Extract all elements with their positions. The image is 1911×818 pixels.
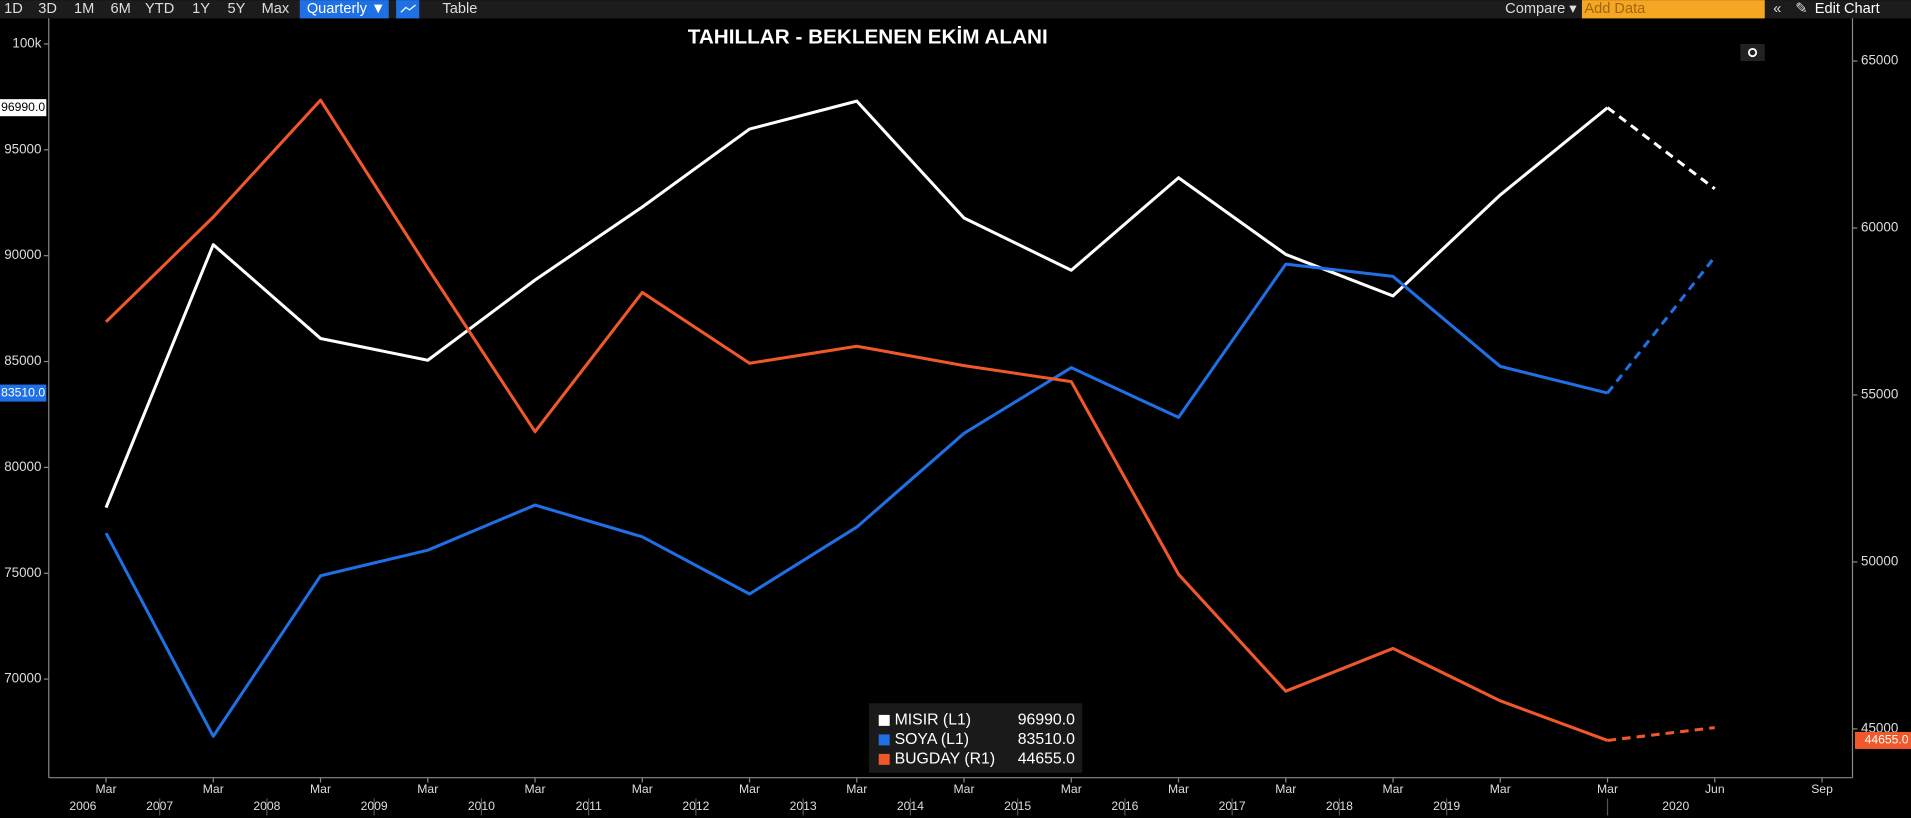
y-tick-label: 80000 (4, 459, 41, 474)
y-tick-label: 85000 (4, 353, 41, 368)
range-button[interactable]: 1D (4, 1, 23, 17)
year-label: 2020 (1662, 799, 1689, 813)
x-tick-label: Mar (1061, 782, 1082, 796)
range-button[interactable]: Max (262, 1, 290, 17)
y-tick-label: 75000 (4, 565, 41, 580)
y2-tick-label: 45000 (1861, 720, 1898, 735)
x-tick-label: Mar (846, 782, 867, 796)
y2-tick-label: 55000 (1861, 387, 1898, 402)
legend-value: 96990.0 (1018, 712, 1075, 729)
legend-swatch (878, 734, 890, 746)
series-line (104, 99, 1609, 509)
value-badge (0, 384, 47, 402)
x-tick-label: Jun (1705, 782, 1725, 796)
chart-title: TAHILLAR - BEKLENEN EKİM ALANI (688, 25, 1048, 48)
legend-swatch (878, 753, 890, 765)
y-tick-label: 90000 (4, 247, 41, 262)
legend-swatch (878, 714, 890, 726)
legend-label: SOYA (L1) (895, 731, 969, 748)
y2-tick-label: 60000 (1861, 220, 1898, 235)
series-line (104, 262, 1608, 738)
legend (868, 703, 1083, 773)
series-line (104, 98, 1609, 742)
value-badge-label: 83510.0 (1, 385, 45, 399)
value-badge-label: 44655.0 (1865, 733, 1909, 747)
x-tick-label: Mar (203, 782, 224, 796)
x-tick-label: Mar (739, 782, 760, 796)
legend-value: 44655.0 (1018, 751, 1075, 768)
range-button[interactable]: 1M (74, 1, 94, 17)
add-data-box[interactable] (1581, 0, 1765, 19)
legend-label: MISIR (L1) (895, 712, 972, 729)
x-tick-label: Mar (1490, 782, 1511, 796)
frequency-button[interactable]: Quarterly ▼ (307, 1, 386, 17)
value-badge (1854, 731, 1911, 749)
y-tick-label: 95000 (4, 141, 41, 156)
x-tick-label: Mar (1168, 782, 1189, 796)
year-label: 2006 (69, 799, 96, 813)
range-button[interactable]: 6M (111, 1, 131, 17)
range-button[interactable]: 3D (38, 1, 57, 17)
value-badge-label: 96990.0 (1, 100, 45, 114)
range-button[interactable]: 5Y (228, 1, 246, 17)
y2-tick-label: 65000 (1861, 53, 1898, 68)
table-button[interactable]: Table (442, 1, 477, 17)
y2-tick-label: 50000 (1861, 553, 1898, 568)
y-tick-label: 70000 (4, 671, 41, 686)
settings-icon (1747, 47, 1758, 58)
x-tick-label: Mar (96, 782, 117, 796)
edit-icon: ✎ (1795, 1, 1807, 17)
y-tick-label: 100k (12, 35, 41, 50)
chart-icon (400, 4, 416, 13)
range-button[interactable]: 1Y (192, 1, 210, 17)
range-button[interactable]: YTD (145, 1, 174, 17)
toolbar (0, 0, 1911, 19)
settings-button[interactable] (1740, 43, 1765, 62)
x-tick-label: Mar (1275, 782, 1296, 796)
x-tick-label: Mar (417, 782, 438, 796)
series-line-projection (1607, 726, 1715, 742)
add-data-input[interactable]: Add Data (1584, 1, 1646, 17)
series-line-projection (1606, 106, 1716, 190)
compare-button[interactable]: Compare ▾ (1505, 1, 1577, 17)
x-tick-label: Mar (310, 782, 331, 796)
x-tick-label: Mar (632, 782, 653, 796)
collapse-icon[interactable]: « (1773, 1, 1781, 17)
x-tick-label: Mar (525, 782, 546, 796)
x-tick-label: Mar (1383, 782, 1404, 796)
x-tick-label: Mar (1597, 782, 1618, 796)
x-tick-label: Mar (954, 782, 975, 796)
value-badge (0, 99, 47, 117)
frequency-button-bg[interactable] (299, 0, 389, 19)
legend-value: 83510.0 (1018, 731, 1075, 748)
legend-label: BUGDAY (R1) (895, 751, 996, 768)
x-tick-label: Sep (1811, 782, 1833, 796)
edit-chart-button[interactable]: Edit Chart (1815, 1, 1880, 17)
